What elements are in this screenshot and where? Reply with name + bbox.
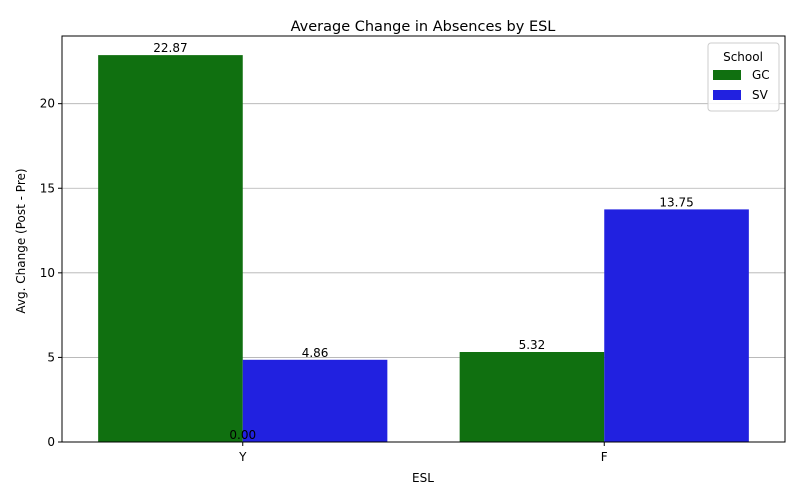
legend: School GC SV: [707, 42, 780, 112]
x-tick-label: F: [601, 450, 608, 464]
y-axis-label: Avg. Change (Post - Pre): [14, 168, 28, 313]
bar-sv-y: [242, 359, 388, 442]
legend-entry-gc: GC: [752, 68, 770, 82]
y-tick-label: 15: [40, 181, 55, 195]
chart-title: Average Change in Absences by ESL: [291, 19, 556, 35]
zero-annotation-label: 0.00: [229, 428, 256, 442]
data-label: 13.75: [659, 195, 693, 209]
bar-gc-y: [98, 55, 243, 442]
y-tick-label: 10: [40, 266, 55, 280]
data-label: 4.86: [302, 346, 329, 360]
legend-entry-sv: SV: [752, 88, 769, 102]
plot-frame: [61, 35, 786, 443]
legend-title: School: [723, 50, 763, 64]
y-tick-label: 20: [40, 97, 55, 111]
bar-sv-f: [604, 209, 749, 442]
x-tick-label: Y: [238, 450, 247, 464]
data-label: 22.87: [153, 41, 187, 55]
legend-swatch-sv: [713, 90, 741, 100]
x-axis-label: ESL: [412, 471, 434, 485]
y-tick-label: 0: [47, 435, 55, 449]
data-labels: 22.87 5.32 4.86 13.75 0.00: [153, 41, 693, 442]
axis-ticks: 0 5 10 15 20 Y F: [40, 97, 608, 464]
data-label: 5.32: [519, 338, 546, 352]
bar-gc-f: [459, 352, 605, 442]
bars: [98, 55, 749, 442]
y-tick-label: 5: [47, 350, 55, 364]
legend-swatch-gc: [713, 70, 741, 80]
